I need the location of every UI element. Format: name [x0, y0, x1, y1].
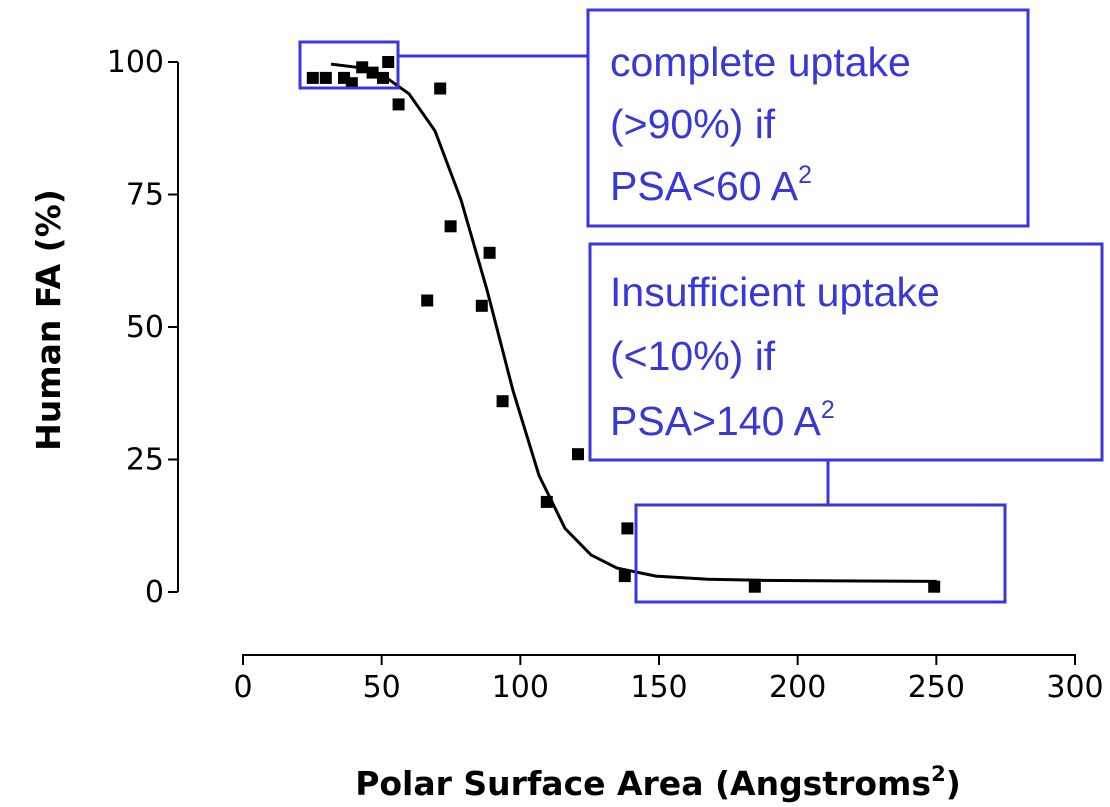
x-tick-label: 150	[630, 670, 687, 705]
annotation-insufficient-uptake-highlight-box	[634, 503, 1007, 604]
data-point	[434, 82, 447, 95]
data-point	[540, 495, 553, 508]
data-point	[421, 294, 434, 307]
data-point	[928, 580, 941, 593]
data-points	[306, 56, 941, 593]
annotation-complete-uptake-line-3-main: PSA<60 A	[610, 163, 799, 209]
x-axis-title-main: Polar Surface Area (Angstroms	[355, 764, 931, 803]
y-tick-label: 50	[126, 310, 164, 345]
annotation-complete-uptake-line-3: PSA<60 A2	[610, 161, 812, 209]
y-tick-label: 100	[107, 45, 164, 80]
annotation-insufficient-uptake-line-1: Insufficient uptake	[610, 269, 940, 315]
data-point	[377, 71, 389, 84]
y-axis-title: Human FA (%)	[29, 189, 68, 451]
annotation-insufficient-uptake-text-box	[588, 242, 1104, 462]
x-tick-label: 50	[363, 670, 401, 705]
x-axis-title-superscript: 2	[931, 762, 946, 786]
data-point	[319, 71, 332, 84]
data-point	[618, 570, 631, 583]
y-tick-label: 0	[145, 575, 164, 610]
annotation-complete-uptake-highlight-box	[298, 40, 400, 90]
data-point	[748, 580, 761, 593]
annotation-insufficient-uptake-line-3: PSA>140 A2	[610, 396, 835, 444]
x-axis-title: Polar Surface Area (Angstroms2)	[355, 762, 961, 803]
data-point	[496, 395, 509, 408]
fit-curve	[330, 62, 937, 583]
data-point	[366, 66, 379, 79]
data-point	[392, 98, 405, 111]
y-tick-label: 25	[126, 443, 164, 478]
data-point	[572, 448, 584, 461]
annotation-insufficient-uptake-superscript: 2	[821, 396, 835, 424]
data-point	[382, 56, 395, 68]
annotation-complete-uptake-line-1: complete uptake	[610, 39, 911, 85]
annotation-complete-uptake-line-2: (>90%) if	[610, 101, 776, 147]
x-tick-label: 300	[1046, 670, 1103, 705]
x-ticks: 0 50 100 150 200 250 300	[233, 655, 1104, 705]
annotation-insufficient-uptake-line-2: (<10%) if	[610, 333, 776, 379]
data-point	[475, 299, 488, 312]
annotation-complete-uptake-text-box	[586, 8, 1030, 228]
data-point	[345, 77, 358, 90]
x-tick-label: 100	[492, 670, 549, 705]
x-axis-title-close: )	[946, 764, 961, 803]
y-ticks: 0 25 50 75 100	[107, 45, 178, 610]
annotation-complete-uptake: complete uptake (>90%) if PSA<60 A2	[298, 8, 1030, 228]
x-tick-label: 200	[769, 670, 826, 705]
data-point	[306, 71, 319, 84]
annotation-insufficient-uptake-line-3-main: PSA>140 A	[610, 398, 822, 444]
x-tick-label: 0	[233, 670, 252, 705]
data-point	[621, 522, 634, 535]
annotation-insufficient-uptake: Insufficient uptake (<10%) if PSA>140 A2	[588, 242, 1104, 604]
data-point	[356, 61, 369, 74]
y-tick-label: 75	[126, 178, 164, 213]
annotation-complete-uptake-superscript: 2	[798, 161, 812, 189]
x-tick-label: 250	[908, 670, 965, 705]
data-point	[483, 246, 496, 259]
data-point	[444, 220, 457, 233]
